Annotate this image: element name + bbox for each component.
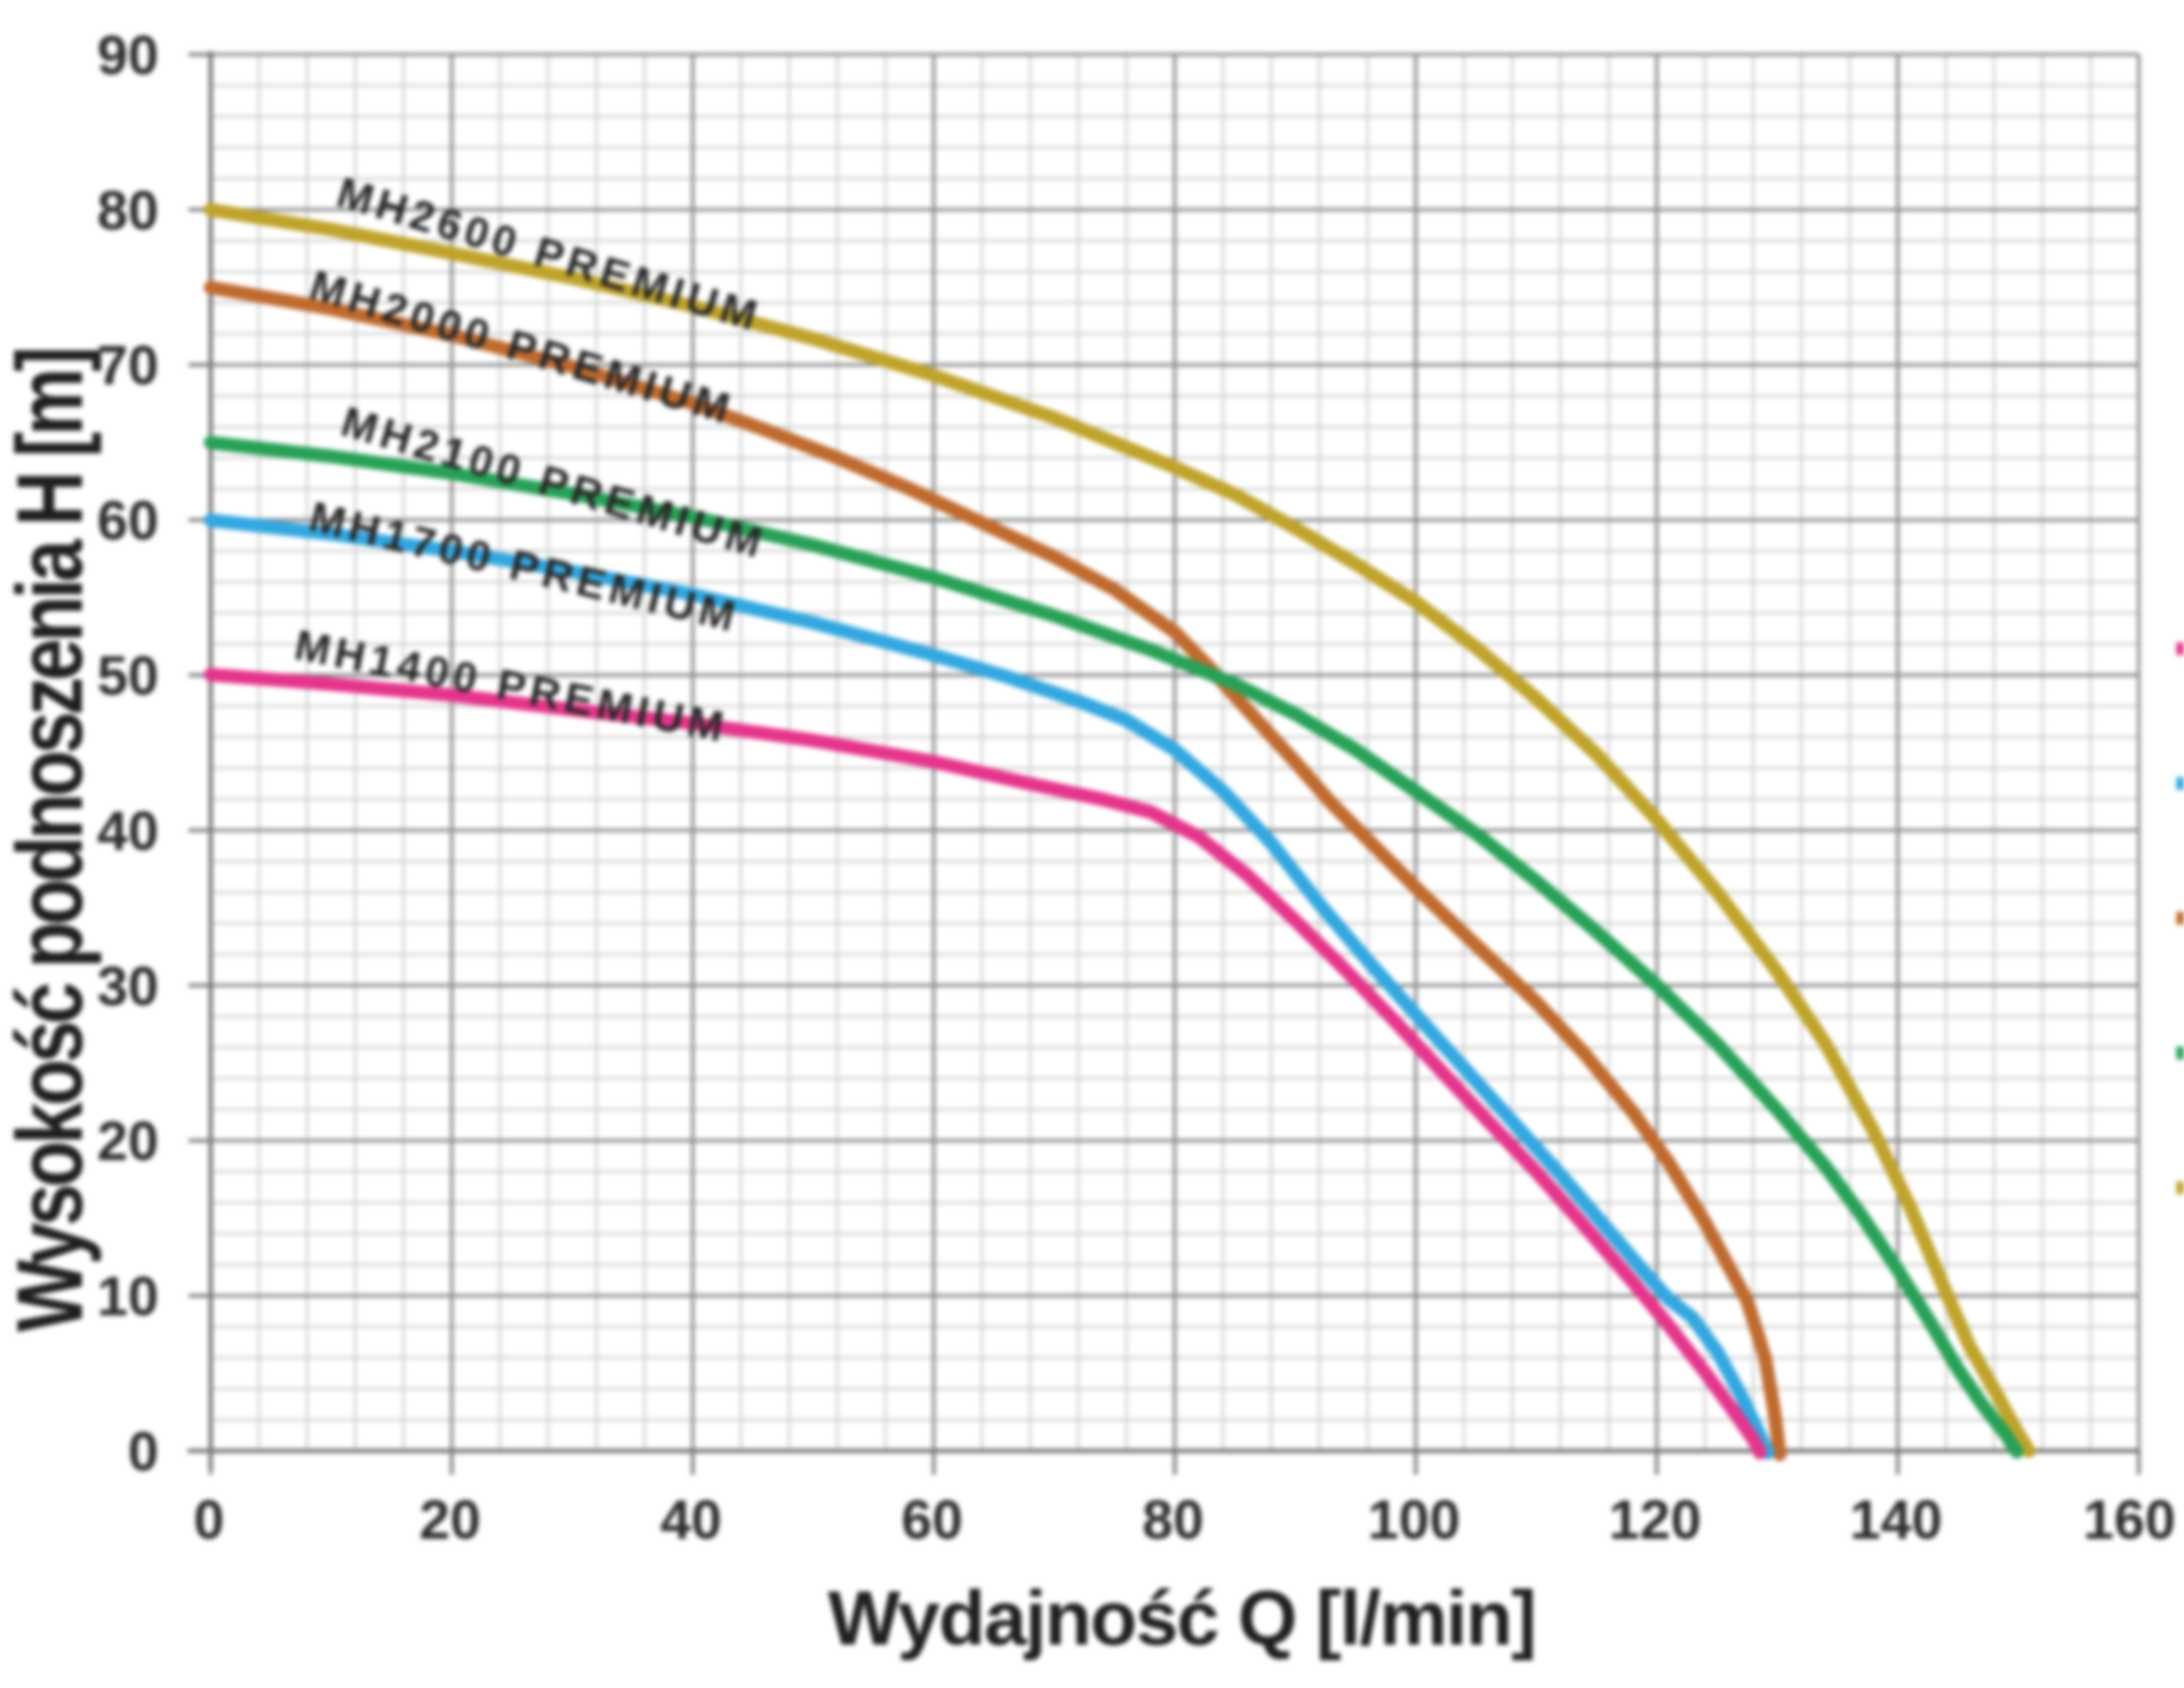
svg-text:30: 30: [97, 954, 159, 1017]
svg-text:120: 120: [1609, 1488, 1701, 1551]
svg-text:80: 80: [1142, 1488, 1204, 1551]
svg-text:0: 0: [194, 1488, 224, 1551]
svg-text:Wydajność Q [l/min]: Wydajność Q [l/min]: [828, 1576, 1535, 1662]
svg-text:60: 60: [901, 1488, 962, 1551]
svg-text:10: 10: [97, 1265, 159, 1327]
svg-text:20: 20: [419, 1488, 480, 1551]
svg-text:40: 40: [97, 799, 159, 861]
svg-text:90: 90: [97, 24, 159, 86]
svg-text:Wysokość podnoszenia H [m]: Wysokość podnoszenia H [m]: [0, 350, 102, 1331]
svg-text:160: 160: [2083, 1488, 2175, 1551]
svg-text:60: 60: [97, 490, 159, 552]
svg-text:100: 100: [1368, 1488, 1460, 1551]
svg-text:0: 0: [128, 1420, 159, 1482]
svg-text:140: 140: [1850, 1488, 1942, 1551]
svg-text:20: 20: [97, 1110, 159, 1172]
svg-text:50: 50: [97, 645, 159, 707]
svg-text:80: 80: [97, 179, 159, 241]
svg-text:70: 70: [97, 334, 159, 397]
svg-text:40: 40: [660, 1488, 722, 1551]
